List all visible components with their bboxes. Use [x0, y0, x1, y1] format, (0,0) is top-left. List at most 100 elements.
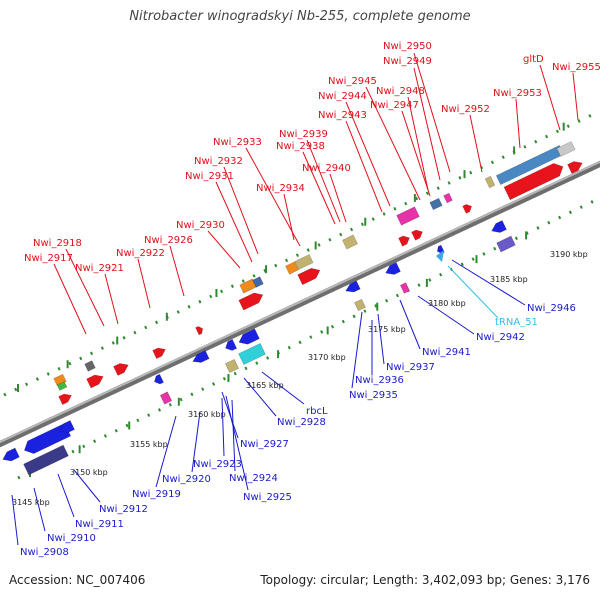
gene-label-nwi-2941-leader	[399, 299, 421, 350]
scale-tick-label: 3180 kbp	[428, 299, 466, 308]
gene-label-nwi-2945: Nwi_2945	[328, 76, 377, 87]
scale-tick-label: 3190 kbp	[550, 250, 588, 259]
gene-block-cyan	[238, 343, 266, 365]
gene-block-shape	[2, 447, 20, 462]
gene-label-nwi-2917: Nwi_2917	[24, 253, 73, 264]
gene-label-nwi-2955-leader	[572, 72, 579, 121]
gene-label-nwi-2949: Nwi_2949	[383, 56, 432, 67]
gene-block-shape	[238, 328, 260, 345]
gene-block-green-shape	[56, 381, 68, 391]
gene-label-nwi-2931: Nwi_2931	[185, 171, 234, 182]
gene-block-shape	[503, 162, 564, 201]
gene-block-purple	[496, 235, 516, 253]
gene-block-shape	[195, 326, 204, 336]
gene-label-nwi-2925-leader	[225, 395, 249, 491]
gene-block-orange	[285, 261, 299, 275]
gene-block-khaki	[484, 175, 496, 189]
gene-label-nwi-2912-leader	[73, 469, 101, 503]
gene-block-blue	[252, 276, 264, 288]
gene-label-nwi-2932-leader	[223, 166, 259, 255]
gene-label-nwi-2940-leader	[329, 173, 347, 223]
gene-label-nwi-2931-leader	[215, 181, 253, 263]
gene-label-nwi-2930: Nwi_2930	[176, 220, 225, 231]
genome-backbone	[0, 160, 600, 448]
gene-label-nwi-2917-leader	[53, 263, 87, 335]
gene-block-shape	[238, 292, 264, 311]
gene-block-magenta-shape	[443, 192, 453, 204]
gene-label-nwi-2935-leader	[351, 311, 363, 389]
gene-block	[23, 422, 72, 454]
gene-label-nwi-2940: Nwi_2940	[302, 163, 351, 174]
gene-block	[113, 363, 129, 376]
gene-block-shape	[152, 347, 166, 360]
gene-label-nwi-2943: Nwi_2943	[318, 110, 367, 121]
gene-block-lightgray	[556, 141, 576, 157]
gene-block-khaki	[224, 358, 240, 374]
gene-block-shape	[567, 161, 583, 174]
gene-block-gray-shape	[84, 360, 96, 372]
trna-marker	[436, 250, 444, 262]
gene-block	[297, 267, 321, 286]
scale-tick-label: 3150 kbp	[70, 468, 108, 477]
gene-block	[195, 326, 204, 336]
gene-block-khaki-shape	[484, 175, 496, 189]
gene-label-nwi-2942-leader	[417, 295, 475, 335]
gene-label-nwi-2918-leader	[65, 248, 105, 327]
gene-label-nwi-2919-leader	[155, 415, 177, 488]
gene-block	[411, 229, 423, 241]
gene-label-nwi-2918: Nwi_2918	[33, 238, 82, 249]
gene-label-nwi-2948: Nwi_2948	[376, 86, 425, 97]
scale-tick-label: 3165 kbp	[246, 381, 284, 390]
gene-block-shape	[59, 420, 75, 433]
gene-block	[58, 393, 72, 406]
scale-tick-label: 3185 kbp	[490, 275, 528, 284]
gene-label-nwi-2924: Nwi_2924	[229, 473, 278, 484]
gene-block-magenta-shape	[159, 391, 173, 405]
gene-label-gltd-leader	[539, 64, 561, 131]
gene-block-magenta	[443, 192, 453, 204]
gene-label-nwi-2937: Nwi_2937	[386, 362, 435, 373]
accession-text: Accession: NC_007406	[9, 573, 146, 587]
gene-label-nwi-2939: Nwi_2939	[279, 129, 328, 140]
gene-label-nwi-2933: Nwi_2933	[213, 137, 262, 148]
gene-label-nwi-2938-leader	[302, 151, 336, 225]
gene-block-shape	[385, 262, 401, 275]
gene-block-magenta-shape	[399, 282, 411, 294]
gene-block	[462, 204, 472, 214]
gene-label-nwi-2944: Nwi_2944	[318, 91, 367, 102]
gene-label-rbcl-leader	[261, 371, 305, 405]
gene-label-nwi-2910-leader	[33, 487, 46, 532]
summary-separator: ;	[502, 573, 510, 587]
gene-block	[567, 161, 583, 174]
gene-label-nwi-2922-leader	[137, 258, 151, 309]
gene-block	[152, 347, 166, 360]
gene-block-navy	[23, 444, 69, 476]
gene-block	[238, 328, 260, 345]
gene-block-shape	[491, 220, 507, 233]
length-text: Length: 3,402,093 bp	[372, 573, 502, 587]
gene-label-nwi-2946: Nwi_2946	[527, 303, 576, 314]
gene-label-nwi-2945-leader	[365, 86, 421, 201]
gene-block-khaki	[294, 254, 314, 270]
gene-label-nwi-2932: Nwi_2932	[194, 156, 243, 167]
gene-block-steel	[429, 197, 443, 211]
gene-block-gray	[84, 360, 96, 372]
gene-label-nwi-2923-leader	[221, 397, 225, 457]
gene-label-nwi-2919: Nwi_2919	[132, 489, 181, 500]
gene-block	[503, 162, 564, 201]
gene-block-khaki-shape	[224, 358, 240, 374]
gene-label-nwi-2921: Nwi_2921	[75, 263, 124, 274]
gene-label-nwi-2955: Nwi_2955	[552, 62, 600, 73]
gene-label-trna-51-leader	[447, 265, 499, 319]
summary-separator: ;	[364, 573, 373, 587]
topology-text: Topology: circular	[260, 573, 365, 587]
gene-block-shape	[225, 338, 238, 351]
gene-label-nwi-2911-leader	[57, 473, 75, 518]
gene-label-nwi-2926: Nwi_2926	[144, 235, 193, 246]
gene-block-shape	[462, 204, 472, 214]
gene-label-nwi-2936: Nwi_2936	[355, 375, 404, 386]
gene-label-nwi-2949-leader	[413, 67, 441, 181]
gene-label-nwi-2942: Nwi_2942	[476, 332, 525, 343]
scale-tick-label: 3170 kbp	[308, 353, 346, 362]
